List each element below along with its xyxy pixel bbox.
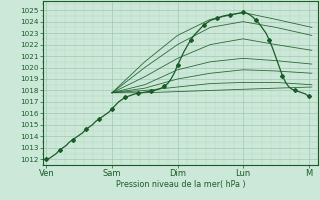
- X-axis label: Pression niveau de la mer( hPa ): Pression niveau de la mer( hPa ): [116, 180, 246, 189]
